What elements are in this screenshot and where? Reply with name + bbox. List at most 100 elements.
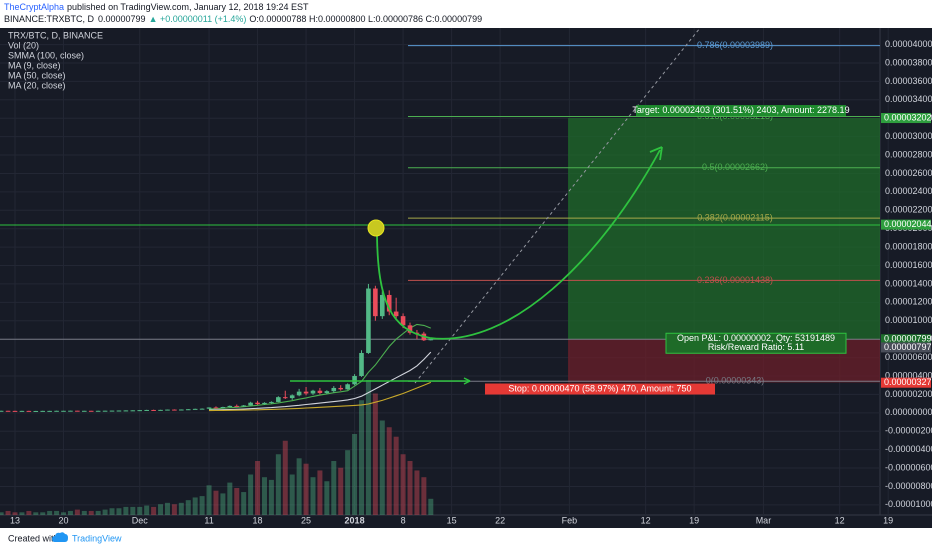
volume-bar xyxy=(255,461,261,515)
volume-bar xyxy=(95,510,101,515)
candle-body xyxy=(185,409,191,411)
volume-bar xyxy=(74,509,80,515)
volume-bar xyxy=(144,505,150,515)
candle-body xyxy=(54,410,59,412)
volume-bar xyxy=(379,420,385,515)
projection-curve xyxy=(376,149,661,340)
y-tick-label: 0.00003600 xyxy=(885,76,932,86)
volume-bar xyxy=(102,509,108,515)
volume-bar xyxy=(372,393,378,515)
x-tick-label: 19 xyxy=(689,515,699,525)
candle-body xyxy=(248,402,253,406)
y-tick-label: 0.00003800 xyxy=(885,57,932,67)
volume-bar xyxy=(158,504,164,515)
candle-body xyxy=(12,410,18,412)
x-tick-label: 12 xyxy=(641,515,651,525)
candle-body xyxy=(345,384,350,390)
candle-body xyxy=(206,407,212,409)
candle-body xyxy=(165,409,170,411)
candle-body xyxy=(88,410,94,412)
arrow-head xyxy=(649,146,663,161)
y-tick-label: 0.00003400 xyxy=(885,94,932,104)
legend-entry: MA (20, close) xyxy=(8,80,66,90)
candle-body xyxy=(331,387,337,392)
volume-bar xyxy=(5,510,11,515)
candle-body xyxy=(255,402,260,405)
candle-body xyxy=(289,395,295,399)
legend-entry: TRX/BTC, D, BINANCE xyxy=(8,30,103,40)
ohlc: O:0.00000788 H:0.00000800 L:0.00000786 C… xyxy=(249,14,482,24)
y-tick-label: -0.00000400 xyxy=(885,444,932,454)
volume-bar xyxy=(227,482,233,515)
legend-entry: MA (9, close) xyxy=(8,60,61,70)
target-label: Target: 0.00002403 (301.51%) 2403, Amoun… xyxy=(632,105,849,115)
volume-bar xyxy=(213,490,219,515)
volume-bar xyxy=(19,512,25,515)
y-tick-label: -0.00000600 xyxy=(885,462,932,472)
candle-body xyxy=(144,409,149,411)
candle-body xyxy=(199,408,205,410)
volume-bar xyxy=(178,502,184,515)
candle-body xyxy=(282,397,288,399)
candle-body xyxy=(109,410,115,412)
volume-bar xyxy=(317,470,323,515)
volume-bar xyxy=(400,454,406,515)
volume-bar xyxy=(241,492,247,515)
y-tick-label: 0.00001600 xyxy=(885,260,932,270)
y-tick-label: 0.00002600 xyxy=(885,168,932,178)
x-tick-label: 22 xyxy=(495,515,505,525)
volume-bar xyxy=(365,380,371,515)
price-label-box xyxy=(881,377,931,388)
volume-bar xyxy=(116,508,122,515)
candle-body xyxy=(95,410,101,412)
candle-body xyxy=(75,410,80,412)
candle-body xyxy=(400,316,406,326)
x-tick-label: Mar xyxy=(756,515,772,525)
x-tick-label: 18 xyxy=(253,515,263,525)
candle-body xyxy=(123,410,129,412)
volume-bar xyxy=(130,506,136,515)
candle-body xyxy=(40,410,46,412)
y-tick-label: 0.00002800 xyxy=(885,149,932,159)
candle-body xyxy=(373,288,378,317)
x-tick-label: 12 xyxy=(835,515,845,525)
candle-body xyxy=(0,410,4,412)
candle-body xyxy=(262,402,267,405)
volume-bar xyxy=(185,500,191,515)
volume-bar xyxy=(171,504,177,515)
candle-body xyxy=(158,409,163,411)
candle-body xyxy=(379,294,385,317)
candle-body xyxy=(192,408,198,410)
footer-text: Created with xyxy=(8,533,59,543)
footer-brand[interactable]: TradingView xyxy=(72,533,122,543)
x-tick-label: 25 xyxy=(301,515,311,525)
candle-body xyxy=(82,410,87,412)
volume-bar xyxy=(275,454,281,515)
price-label: 0.00000327 xyxy=(884,377,932,387)
candle-body xyxy=(68,410,73,412)
candle-body xyxy=(116,410,122,412)
volume-bar xyxy=(248,474,254,515)
candle-body xyxy=(338,387,344,390)
price-label: 0.00000797 xyxy=(884,342,932,352)
legend-entry: SMMA (100, close) xyxy=(8,50,84,60)
labels: 0.00004000 0.00003800 0.00003600 0.00003400… xyxy=(8,30,932,525)
candle-body xyxy=(366,288,371,353)
y-tick-label: 0.00000000 xyxy=(885,407,932,417)
price-label-box xyxy=(881,334,931,345)
candle-body xyxy=(130,410,136,412)
volume-bar xyxy=(234,488,240,515)
volume-bar xyxy=(421,477,427,515)
x-tick-label: Feb xyxy=(562,515,578,525)
volume-bar xyxy=(331,461,337,515)
author-link[interactable]: TheCryptAlpha xyxy=(4,2,64,12)
highlight-circle xyxy=(367,219,385,237)
stop-label: Stop: 0.00000470 (58.97%) 470, Amount: 7… xyxy=(508,383,691,393)
price-label: 0.00002044 xyxy=(884,219,932,229)
volume-bar xyxy=(310,477,316,515)
volume-bar xyxy=(352,434,358,515)
volume-bar xyxy=(123,506,129,515)
x-tick-label: 8 xyxy=(401,515,406,525)
